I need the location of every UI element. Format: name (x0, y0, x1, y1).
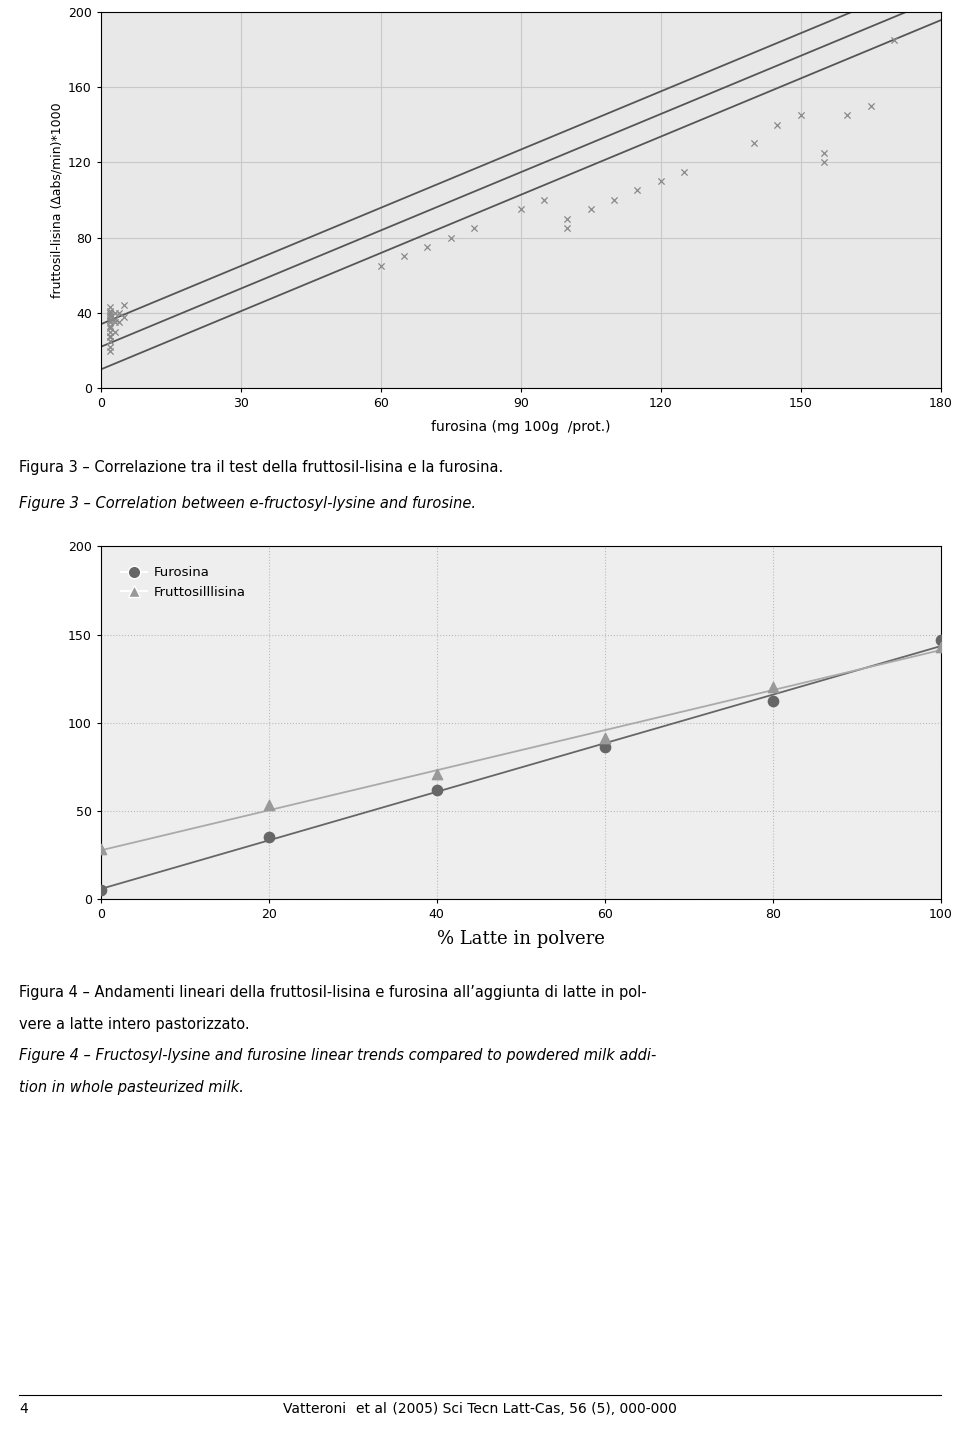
Point (108, 302, 123, 325)
Point (108, 308, 123, 331)
Point (933, 636, 948, 659)
Point (103, 326, 118, 349)
Point (108, 311, 123, 334)
Point (444, 226, 459, 249)
Point (108, 321, 123, 344)
Point (677, 160, 692, 183)
Point (420, 236, 435, 259)
Point (467, 217, 482, 240)
Legend: Furosina, Fruttosilllisina: Furosina, Fruttosilllisina (108, 554, 259, 613)
Point (816, 151, 831, 174)
Point (886, 29, 901, 52)
Point (933, 628, 948, 651)
Point (103, 324, 118, 347)
Point (863, 95, 878, 118)
Point (111, 311, 127, 334)
Point (103, 335, 118, 358)
Point (93, 838, 108, 861)
Point (103, 329, 118, 352)
Point (537, 188, 552, 211)
Point (597, 736, 612, 759)
Point (765, 676, 780, 699)
Text: Figura 3 – Correlazione tra il test della fruttosil-lisina e la furosina.: Figura 3 – Correlazione tra il test dell… (19, 460, 503, 475)
Point (103, 316, 118, 339)
Point (747, 132, 762, 155)
Point (93, 879, 108, 902)
Point (560, 207, 575, 230)
Point (765, 690, 780, 713)
Point (111, 302, 127, 325)
Point (560, 217, 575, 240)
Point (840, 104, 855, 127)
Point (103, 296, 118, 319)
Point (103, 315, 118, 338)
Point (816, 141, 831, 164)
Point (103, 299, 118, 322)
Point (607, 188, 622, 211)
Point (103, 305, 118, 328)
Point (373, 255, 389, 278)
Y-axis label: fruttosil-lisina (∆abs/min)*1000: fruttosil-lisina (∆abs/min)*1000 (51, 102, 63, 298)
Point (103, 309, 118, 332)
Point (597, 728, 612, 751)
Text: Figure 3 – Correlation between e-fructosyl-lysine and furosine.: Figure 3 – Correlation between e-fructos… (19, 496, 476, 510)
Point (583, 198, 598, 221)
Point (630, 178, 645, 201)
Text: vere a latte intero pastorizzato.: vere a latte intero pastorizzato. (19, 1017, 250, 1031)
Text: Figura 4 – Andamenti lineari della fruttosil-lisina e furosina all’aggiunta di l: Figura 4 – Andamenti lineari della frutt… (19, 985, 647, 999)
Point (513, 198, 528, 221)
Point (261, 825, 276, 848)
Point (103, 321, 118, 344)
Text: 4: 4 (19, 1402, 28, 1416)
Point (653, 170, 668, 193)
Point (103, 303, 118, 326)
Point (429, 778, 444, 801)
Text: Vatteroni   et al  (2005) Sci Tecn Latt-Cas, 56 (5), 000-000: Vatteroni et al (2005) Sci Tecn Latt-Cas… (283, 1402, 677, 1416)
Text: furosina (mg 100g  /prot.): furosina (mg 100g /prot.) (431, 420, 611, 434)
Point (261, 794, 276, 817)
Point (429, 762, 444, 785)
Text: Figure 4 – Fructosyl-lysine and furosine linear trends compared to powdered milk: Figure 4 – Fructosyl-lysine and furosine… (19, 1048, 657, 1063)
Point (396, 244, 412, 267)
Point (103, 311, 118, 334)
Point (770, 114, 785, 137)
Point (793, 104, 808, 127)
Point (116, 293, 132, 316)
Point (103, 302, 118, 325)
Point (116, 305, 132, 328)
Text: % Latte in polvere: % Latte in polvere (437, 930, 605, 949)
Text: tion in whole pasteurized milk.: tion in whole pasteurized milk. (19, 1080, 244, 1094)
Point (103, 339, 118, 362)
